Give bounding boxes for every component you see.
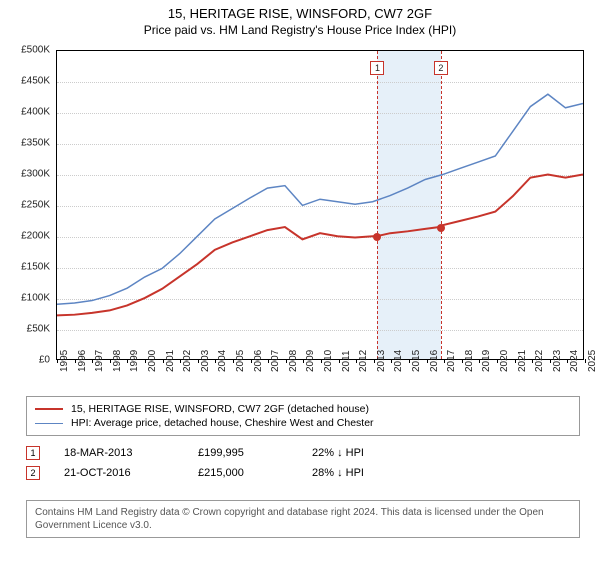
y-axis-label: £300K <box>10 169 54 180</box>
plot-area: 12 <box>56 50 584 360</box>
sale-marker-icon: 2 <box>26 466 40 480</box>
sale-marker-icon: 2 <box>434 61 448 75</box>
legend-label: 15, HERITAGE RISE, WINSFORD, CW7 2GF (de… <box>71 403 369 415</box>
sale-row: 2 21-OCT-2016 £215,000 28% ↓ HPI <box>26 466 580 480</box>
y-axis-label: £150K <box>10 262 54 273</box>
y-axis-label: £50K <box>10 324 54 335</box>
x-axis-label: 2025 <box>587 350 600 372</box>
page-title: 15, HERITAGE RISE, WINSFORD, CW7 2GF <box>0 6 600 21</box>
legend-swatch <box>35 423 63 424</box>
sale-delta: 22% ↓ HPI <box>312 447 364 459</box>
chart: £0 £50K £100K £150K £200K £250K £300K £350K £400… <box>10 50 590 390</box>
legend: 15, HERITAGE RISE, WINSFORD, CW7 2GF (de… <box>26 396 580 436</box>
legend-row: HPI: Average price, detached house, Ches… <box>35 417 571 429</box>
sale-marker-icon: 1 <box>26 446 40 460</box>
y-axis-label: £450K <box>10 76 54 87</box>
sale-marker-icon: 1 <box>370 61 384 75</box>
sales-list: 1 18-MAR-2013 £199,995 22% ↓ HPI 2 21-OC… <box>26 440 580 486</box>
y-axis-label: £250K <box>10 200 54 211</box>
y-axis-label: £350K <box>10 138 54 149</box>
legend-swatch <box>35 408 63 410</box>
legend-row: 15, HERITAGE RISE, WINSFORD, CW7 2GF (de… <box>35 403 571 415</box>
legend-label: HPI: Average price, detached house, Ches… <box>71 417 374 429</box>
sale-price: £215,000 <box>198 467 288 479</box>
sale-price: £199,995 <box>198 447 288 459</box>
series-lines <box>57 51 583 360</box>
y-axis-label: £100K <box>10 293 54 304</box>
sale-point <box>437 224 445 232</box>
y-axis-label: £500K <box>10 45 54 56</box>
y-axis-label: £200K <box>10 231 54 242</box>
attribution: Contains HM Land Registry data © Crown c… <box>26 500 580 538</box>
sale-date: 21-OCT-2016 <box>64 467 174 479</box>
sale-row: 1 18-MAR-2013 £199,995 22% ↓ HPI <box>26 446 580 460</box>
y-axis-label: £0 <box>10 355 54 366</box>
page-subtitle: Price paid vs. HM Land Registry's House … <box>0 23 600 37</box>
y-axis-label: £400K <box>10 107 54 118</box>
sale-point <box>373 233 381 241</box>
sale-delta: 28% ↓ HPI <box>312 467 364 479</box>
sale-date: 18-MAR-2013 <box>64 447 174 459</box>
